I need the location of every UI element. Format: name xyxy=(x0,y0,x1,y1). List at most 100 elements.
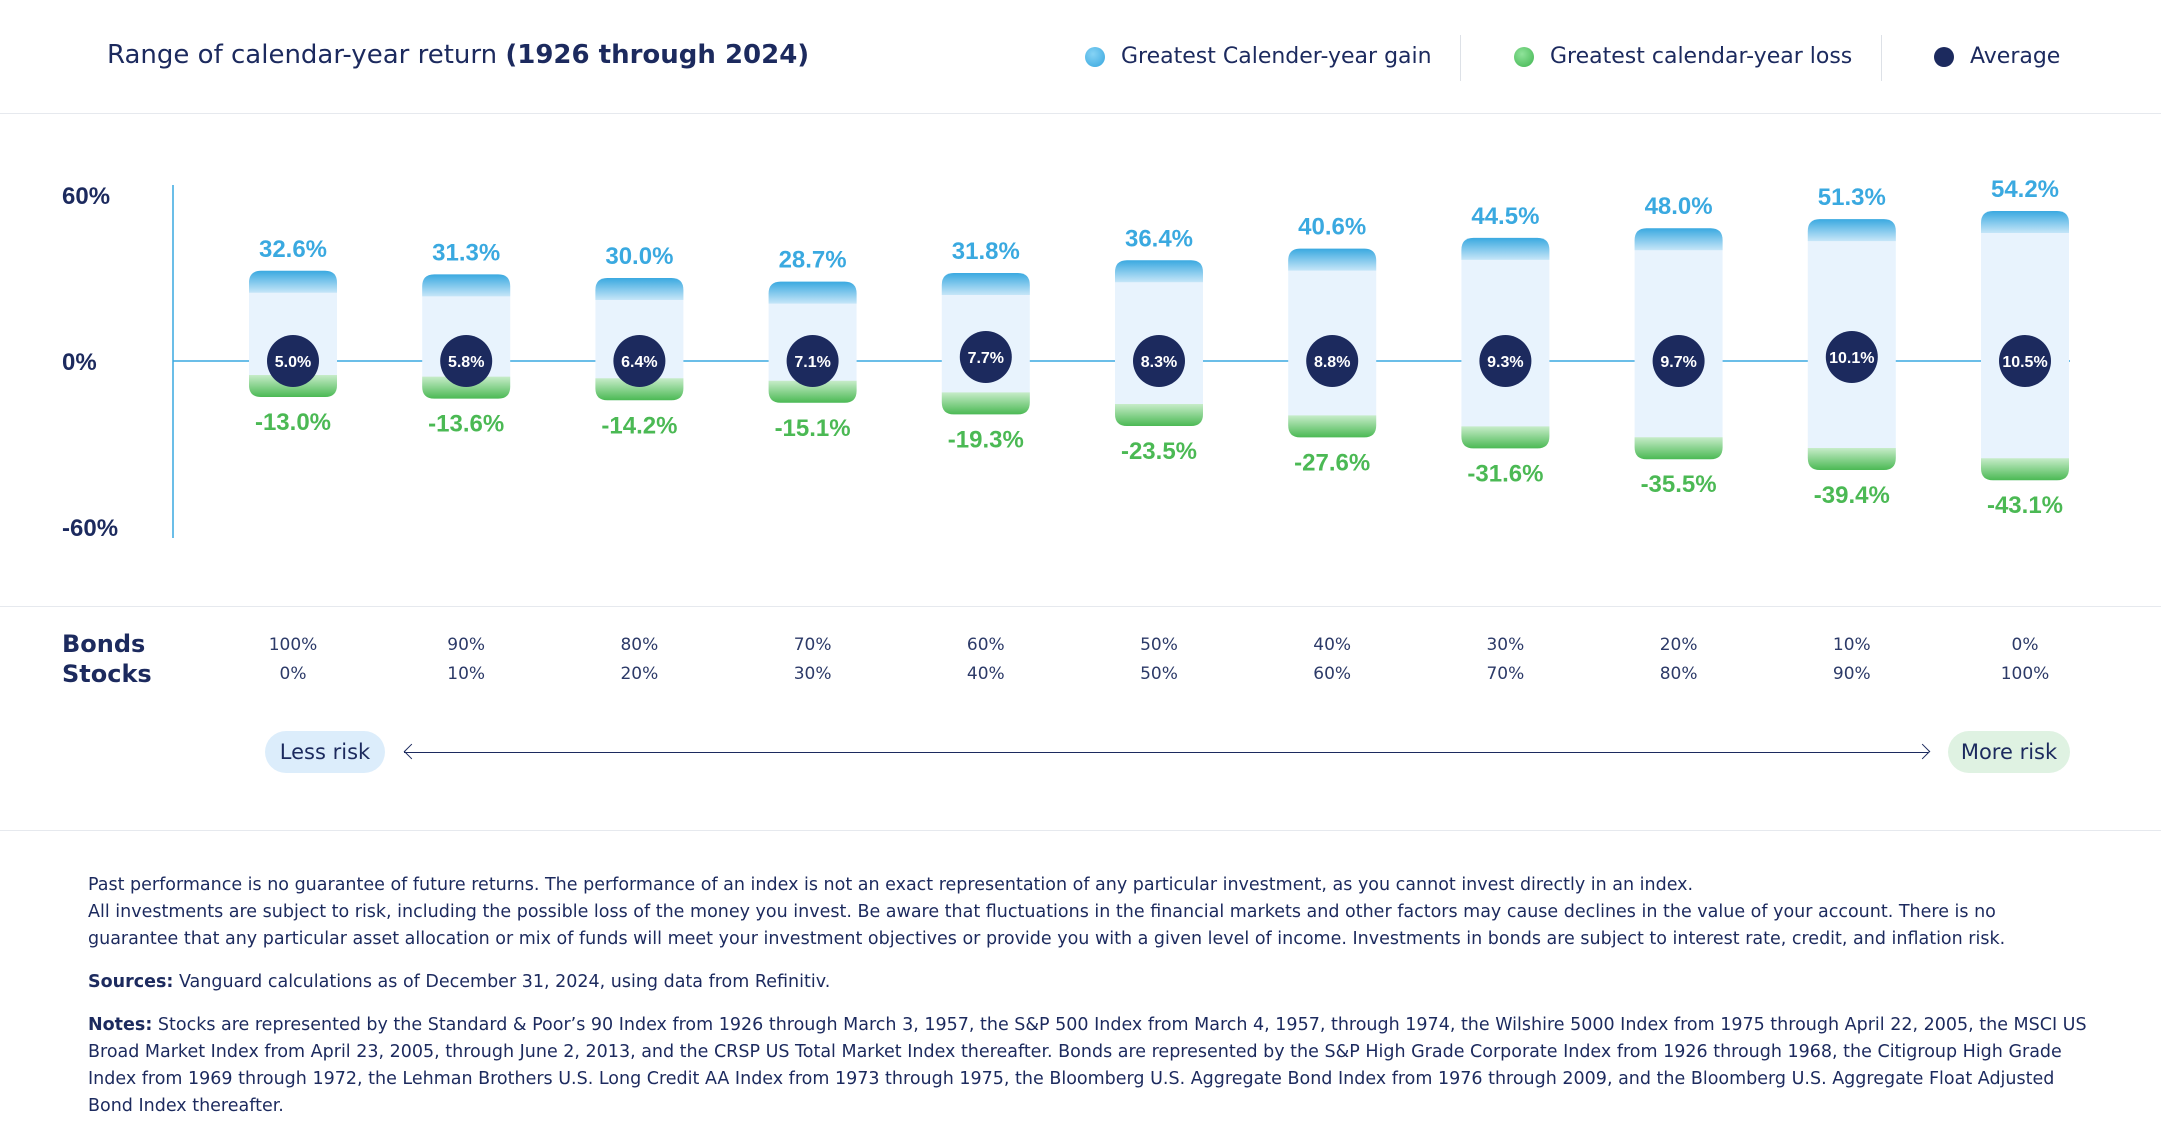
chart-title: Range of calendar-year return (1926 thro… xyxy=(107,40,809,70)
gain-data-label: 36.4% xyxy=(1125,225,1193,252)
gain-bar-cap xyxy=(768,281,857,304)
stocks-percent: 70% xyxy=(1486,664,1525,684)
average-data-label: 10.5% xyxy=(2002,354,2047,371)
gain-data-label: 31.8% xyxy=(952,238,1020,265)
legend-gain-label: Greatest Calender-year gain xyxy=(1121,44,1432,69)
average-marker xyxy=(786,335,839,387)
y-tick-label: 60% xyxy=(62,183,110,210)
footnotes: Past performance is no guarantee of futu… xyxy=(88,872,2088,1136)
legend-loss: Greatest calendar-year loss xyxy=(1514,44,1852,69)
notes-note: Notes: Stocks are represented by the Sta… xyxy=(88,1012,2088,1120)
average-marker xyxy=(267,335,319,387)
loss-bar-cap xyxy=(1115,404,1203,427)
average-marker xyxy=(1825,331,1878,383)
gain-bar-cap xyxy=(1115,260,1203,283)
stocks-percent: 80% xyxy=(1659,664,1698,684)
bonds-percent: 40% xyxy=(1313,635,1352,655)
notes-text: Stocks are represented by the Standard &… xyxy=(88,1015,2087,1116)
average-data-label: 9.7% xyxy=(1660,354,1696,371)
stocks-percent: 40% xyxy=(966,664,1005,684)
gain-data-label: 32.6% xyxy=(259,236,327,263)
gain-data-label: 30.0% xyxy=(605,243,673,270)
loss-data-label: -19.3% xyxy=(948,426,1024,453)
loss-bar-cap xyxy=(768,380,857,403)
sources-text: Vanguard calculations as of December 31,… xyxy=(173,972,831,992)
loss-data-label: -43.1% xyxy=(1987,492,2063,519)
gain-dot-icon xyxy=(1085,46,1105,67)
stocks-percent: 30% xyxy=(793,664,832,684)
gain-data-label: 48.0% xyxy=(1645,193,1713,220)
range-chart: 60% 0% -60% 32.6% -13.0% 5.0% 31.3% -13.6% 5.8% 3… xyxy=(62,176,2070,542)
loss-data-label: -15.1% xyxy=(775,415,851,442)
average-data-label: 10.1% xyxy=(1829,350,1874,367)
gain-data-label: 40.6% xyxy=(1298,214,1366,241)
sources-label: Sources: xyxy=(88,972,174,992)
disclaimer-block: Past performance is no guarantee of futu… xyxy=(88,872,2088,953)
loss-data-label: -27.6% xyxy=(1294,449,1370,476)
loss-data-label: -23.5% xyxy=(1121,438,1197,465)
bonds-percent: 70% xyxy=(793,635,832,655)
stocks-percent: 20% xyxy=(620,664,659,684)
legend-gain: Greatest Calender-year gain xyxy=(1085,44,1432,69)
loss-dot-icon xyxy=(1514,46,1534,67)
average-dot-icon xyxy=(1934,46,1954,67)
average-marker xyxy=(440,335,493,387)
loss-data-label: -35.5% xyxy=(1641,471,1717,498)
average-data-label: 6.4% xyxy=(621,354,657,371)
gain-bar-cap xyxy=(1461,237,1550,260)
bonds-percent: 100% xyxy=(268,635,318,655)
bonds-percent: 30% xyxy=(1486,635,1525,655)
average-marker xyxy=(1306,335,1359,387)
risk-scale-line xyxy=(404,752,1928,753)
legend-average: Average xyxy=(1934,44,2060,69)
disclaimer-text-1: Past performance is no guarantee of futu… xyxy=(88,875,1694,895)
chart-header: Range of calendar-year return (1926 thro… xyxy=(0,0,2161,114)
gain-bar-cap xyxy=(941,273,1030,296)
gain-bar-cap xyxy=(595,278,684,300)
bonds-percent: 0% xyxy=(2011,635,2039,655)
legend-loss-label: Greatest calendar-year loss xyxy=(1550,44,1853,69)
average-marker xyxy=(1479,335,1532,387)
average-marker xyxy=(959,331,1012,383)
average-marker xyxy=(1133,335,1185,387)
y-tick-label: -60% xyxy=(62,515,118,542)
less-risk-pill: Less risk xyxy=(265,731,385,773)
disclaimer-text-2: All investments are subject to risk, inc… xyxy=(88,902,2006,949)
legend-average-label: Average xyxy=(1970,44,2061,69)
loss-data-label: -39.4% xyxy=(1814,482,1890,509)
gain-data-label: 54.2% xyxy=(1991,176,2059,203)
bonds-percent: 60% xyxy=(966,635,1005,655)
average-marker xyxy=(613,335,666,387)
stocks-percent: 60% xyxy=(1313,664,1352,684)
average-data-label: 8.8% xyxy=(1314,354,1350,371)
stocks-percent: 100% xyxy=(2000,664,2050,684)
stocks-percent: 90% xyxy=(1832,664,1871,684)
loss-data-label: -14.2% xyxy=(601,412,677,439)
average-marker xyxy=(1999,335,2051,387)
bonds-percent: 50% xyxy=(1140,635,1178,655)
average-data-label: 9.3% xyxy=(1487,354,1523,371)
loss-bar-cap xyxy=(595,378,684,401)
chart-title-prefix: Range of calendar-year return xyxy=(107,40,506,70)
stocks-percent: 10% xyxy=(447,664,486,684)
legend-divider xyxy=(1460,35,1461,81)
loss-bar-cap xyxy=(1634,437,1723,460)
section-divider xyxy=(0,606,2161,607)
average-data-label: 5.8% xyxy=(448,354,484,371)
arrow-right-icon xyxy=(1914,743,1931,760)
bonds-percent: 20% xyxy=(1659,635,1698,655)
loss-bar-cap xyxy=(1981,458,2069,481)
loss-bar-cap xyxy=(1288,415,1377,438)
loss-data-label: -13.0% xyxy=(255,409,331,436)
loss-bar-cap xyxy=(1807,448,1896,471)
average-data-label: 8.3% xyxy=(1141,354,1177,371)
loss-bar-cap xyxy=(941,392,1030,415)
loss-bar-cap xyxy=(1461,426,1550,449)
gain-data-label: 31.3% xyxy=(432,239,500,266)
gain-bar-cap xyxy=(1981,211,2069,234)
loss-bar-cap xyxy=(422,376,511,399)
notes-label: Notes: xyxy=(88,1015,153,1035)
y-tick-label: 0% xyxy=(62,349,97,376)
gain-bar-cap xyxy=(1634,228,1723,251)
bonds-percent: 90% xyxy=(447,635,486,655)
